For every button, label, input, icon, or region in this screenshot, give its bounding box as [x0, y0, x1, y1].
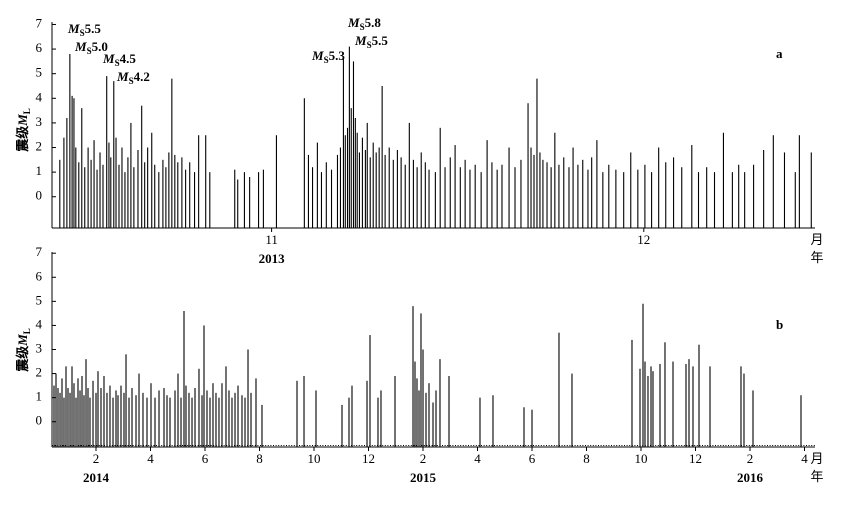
annotation-text: 5.8: [365, 15, 382, 30]
annotation-text: 5.3: [329, 48, 346, 63]
y-tick-label: 0: [36, 413, 43, 428]
annotation-symbol: M: [354, 33, 367, 48]
year-label: 2015: [410, 470, 437, 485]
y-tick-label: 3: [36, 114, 43, 129]
annotation: MS4.2: [116, 69, 150, 86]
y-label: 震级ML: [15, 328, 32, 373]
annotation: MS5.5: [354, 33, 388, 50]
annotation: MS5.8: [347, 15, 381, 32]
y-tick-label: 2: [36, 365, 43, 380]
x-tick-label: 12: [362, 451, 375, 466]
x-tick-label: 12: [637, 232, 650, 247]
y-label: 震级ML: [15, 108, 32, 153]
annotation-symbol: M: [347, 15, 360, 30]
annotation-text: 4.2: [134, 69, 150, 84]
annotation-sub: S: [129, 76, 134, 86]
annotation-sub: S: [80, 28, 85, 38]
y-tick-label: 6: [36, 40, 43, 55]
x-tick-label: 8: [583, 451, 590, 466]
annotation-text: 5.0: [92, 39, 108, 54]
x-tick-label: 4: [474, 451, 481, 466]
annotation-sub: S: [87, 46, 92, 56]
x-tick-label: 10: [308, 451, 321, 466]
y-tick-label: 1: [36, 163, 43, 178]
x-tick-label: 4: [801, 451, 808, 466]
annotation: MS5.0: [74, 39, 108, 56]
annotation: MS4.5: [102, 51, 136, 68]
year-unit: 年: [810, 469, 823, 484]
annotation-text: 4.5: [120, 51, 137, 66]
x-unit: 月: [810, 232, 823, 247]
y-tick-label: 7: [36, 15, 43, 30]
annotation-symbol: M: [311, 48, 324, 63]
y-tick-label: 1: [36, 389, 43, 404]
x-tick-label: 2: [747, 451, 754, 466]
x-tick-label: 8: [256, 451, 263, 466]
x-tick-label: 6: [529, 451, 536, 466]
annotation-text: 5.5: [85, 21, 102, 36]
y-label-text: 震级: [15, 345, 30, 373]
y-label-symbol: M: [15, 334, 30, 347]
x-tick-label: 2: [420, 451, 427, 466]
annotation: MS5.3: [311, 48, 345, 65]
annotation-sub: S: [360, 22, 365, 32]
annotation-symbol: M: [67, 21, 80, 36]
annotation-symbol: M: [116, 69, 129, 84]
y-tick-label: 5: [36, 292, 43, 307]
x-tick-label: 2: [93, 451, 100, 466]
annotation-sub: S: [367, 40, 372, 50]
y-label-symbol: M: [15, 114, 30, 127]
panel-letter: b: [776, 317, 783, 332]
year-label: 2014: [83, 470, 110, 485]
year-label: 2016: [737, 470, 764, 485]
x-tick-label: 11: [265, 232, 278, 247]
y-tick-label: 4: [36, 89, 43, 104]
annotation: MS5.5: [67, 21, 101, 38]
y-label-sub: L: [22, 328, 32, 334]
annotation-symbol: M: [102, 51, 115, 66]
x-tick-label: 10: [635, 451, 648, 466]
y-label-text: 震级: [15, 125, 30, 153]
y-tick-label: 2: [36, 139, 43, 154]
year-unit: 年: [810, 250, 823, 265]
x-tick-label: 6: [202, 451, 209, 466]
y-tick-label: 4: [36, 316, 43, 331]
x-tick-label: 12: [689, 451, 702, 466]
y-tick-label: 0: [36, 188, 43, 203]
y-tick-label: 3: [36, 340, 43, 355]
y-tick-label: 6: [36, 268, 43, 283]
annotation-sub: S: [324, 55, 329, 65]
annotation-text: 5.5: [372, 33, 389, 48]
year-label: 2013: [259, 251, 286, 266]
annotation-symbol: M: [74, 39, 87, 54]
panel-letter: a: [776, 46, 783, 61]
y-label-sub: L: [22, 108, 32, 114]
y-tick-label: 7: [36, 244, 43, 259]
annotation-sub: S: [115, 58, 120, 68]
y-tick-label: 5: [36, 65, 43, 80]
x-unit: 月: [810, 451, 823, 466]
x-tick-label: 4: [147, 451, 154, 466]
